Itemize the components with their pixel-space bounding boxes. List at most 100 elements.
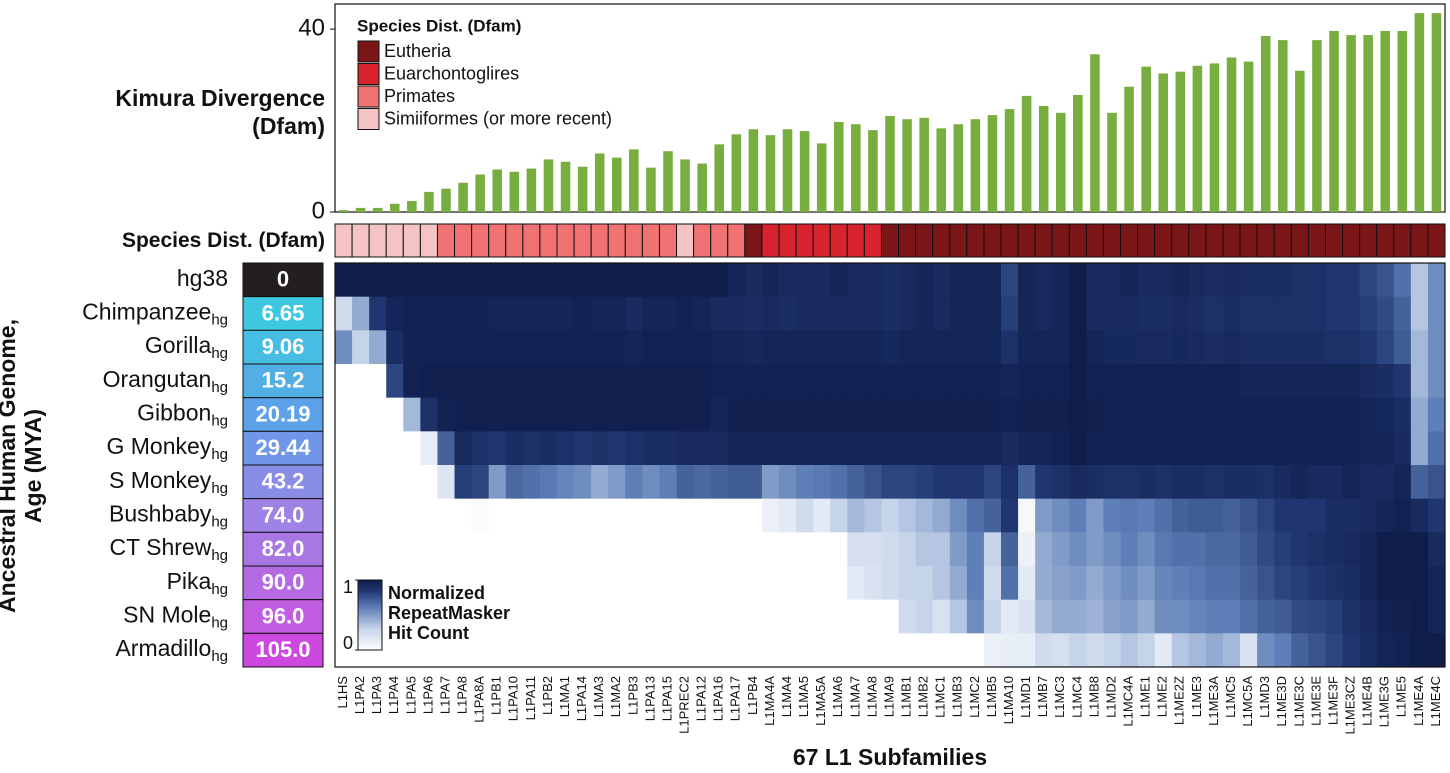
bar [372, 207, 383, 212]
heatmap-cell [488, 498, 507, 533]
heatmap-cell [608, 263, 626, 298]
heatmap-cell [830, 532, 848, 567]
bar [1175, 71, 1186, 213]
heatmap-cell [1086, 599, 1104, 634]
heatmap-cell [1308, 599, 1326, 634]
species-cell [368, 223, 387, 258]
heatmap-cell [1018, 364, 1036, 399]
column-label: L1MB5 [984, 676, 999, 717]
heatmap-cell [847, 498, 865, 533]
heatmap-cell [505, 566, 524, 601]
heatmap-cell [1069, 498, 1087, 533]
heatmap-cell [574, 465, 592, 500]
heatmap-cell [744, 330, 763, 365]
heatmap-cell [1325, 364, 1343, 399]
heatmap-cell [386, 431, 404, 466]
heatmap-cell [1086, 330, 1104, 365]
heatmap-cell [983, 263, 1002, 298]
heatmap-cell [744, 465, 763, 500]
heatmap-cell [1035, 633, 1053, 668]
heatmap-cell [1223, 599, 1241, 634]
heatmap-cell [779, 364, 797, 399]
heatmap-cell [1205, 566, 1224, 601]
heatmap-cell [710, 263, 729, 298]
species-cell [1171, 223, 1190, 258]
heatmap-cell [591, 296, 609, 331]
species-cell [334, 223, 353, 258]
heatmap-cell [1410, 330, 1429, 365]
heatmap-cell [779, 431, 797, 466]
heatmap-cell [1325, 532, 1343, 567]
heatmap-cell [625, 296, 643, 331]
bar [1431, 13, 1442, 213]
row-subscript: hg [211, 412, 228, 429]
heatmap-cell [1188, 566, 1207, 601]
heatmap-cell [1291, 498, 1309, 533]
column-label: L1PB1 [489, 676, 504, 715]
heatmap-cell [1188, 532, 1207, 567]
row-subscript: hg [211, 547, 228, 564]
heatmap-cell [1018, 566, 1036, 601]
column-label: L1ME3CZ [1343, 676, 1358, 735]
heatmap-cell [488, 532, 507, 567]
heatmap-cell [1427, 330, 1446, 365]
heatmap-cell [949, 431, 968, 466]
heatmap-cell [1103, 498, 1121, 533]
heatmap-cell [574, 431, 592, 466]
bar [680, 159, 690, 212]
age-label: 20.19 [255, 401, 310, 426]
heatmap-cell [710, 599, 729, 634]
heatmap-cell [761, 296, 780, 331]
heatmap-cell [676, 465, 695, 500]
heatmap-cell [557, 330, 575, 365]
heatmap-cell [1018, 599, 1036, 634]
heatmap-cell [471, 498, 490, 533]
species-cell [1120, 223, 1139, 258]
row-name: G Monkey [106, 433, 211, 459]
row-subscript: hg [211, 513, 228, 530]
heatmap-cell [1035, 599, 1053, 634]
heatmap-cell [1171, 431, 1190, 466]
bar [731, 134, 742, 212]
column-label: L1ME2 [1155, 676, 1170, 717]
heatmap-cell [744, 397, 763, 432]
heatmap-cell [1103, 566, 1121, 601]
heatmap-cell [1308, 465, 1326, 500]
heatmap-cell [847, 633, 865, 668]
heatmap-cell [1205, 330, 1224, 365]
heatmap-cell [335, 498, 353, 533]
heatmap-cell [796, 364, 814, 399]
heatmap-cell [813, 296, 831, 331]
column-label: L1PA6 [420, 676, 435, 714]
species-cell [761, 223, 780, 258]
heatmap-cell [796, 498, 814, 533]
species-cell [710, 223, 729, 258]
heatmap-cell [659, 330, 677, 365]
heatmap-cell [403, 532, 421, 567]
heatmap-cell [1171, 498, 1190, 533]
row-name: Pika [167, 568, 212, 594]
heatmap-cell [505, 296, 524, 331]
heatmap-cell [403, 364, 421, 399]
column-label: L1ME4A [1411, 676, 1426, 726]
heatmap-cell [710, 296, 729, 331]
heatmap-cell [420, 566, 438, 601]
heatmap-cell [403, 465, 421, 500]
heatmap-cell [1052, 532, 1070, 567]
heatmap-cell [693, 296, 712, 331]
heatmap-cell [386, 364, 404, 399]
heatmap-cell [983, 532, 1002, 567]
heatmap-cell [1188, 599, 1207, 634]
heatmap-cell [625, 498, 643, 533]
heatmap-cell [471, 599, 490, 634]
heatmap-cell [471, 296, 490, 331]
heatmap-cell [915, 465, 934, 500]
column-label: L1MB2 [916, 676, 931, 717]
heatmap-cell [1137, 498, 1156, 533]
species-cell [539, 223, 558, 258]
heatmap-cell [1035, 397, 1053, 432]
species-cell [488, 223, 507, 258]
heatmap-cell [1393, 633, 1412, 668]
heatmap-cell [1018, 498, 1036, 533]
heatmap-cell [796, 397, 814, 432]
